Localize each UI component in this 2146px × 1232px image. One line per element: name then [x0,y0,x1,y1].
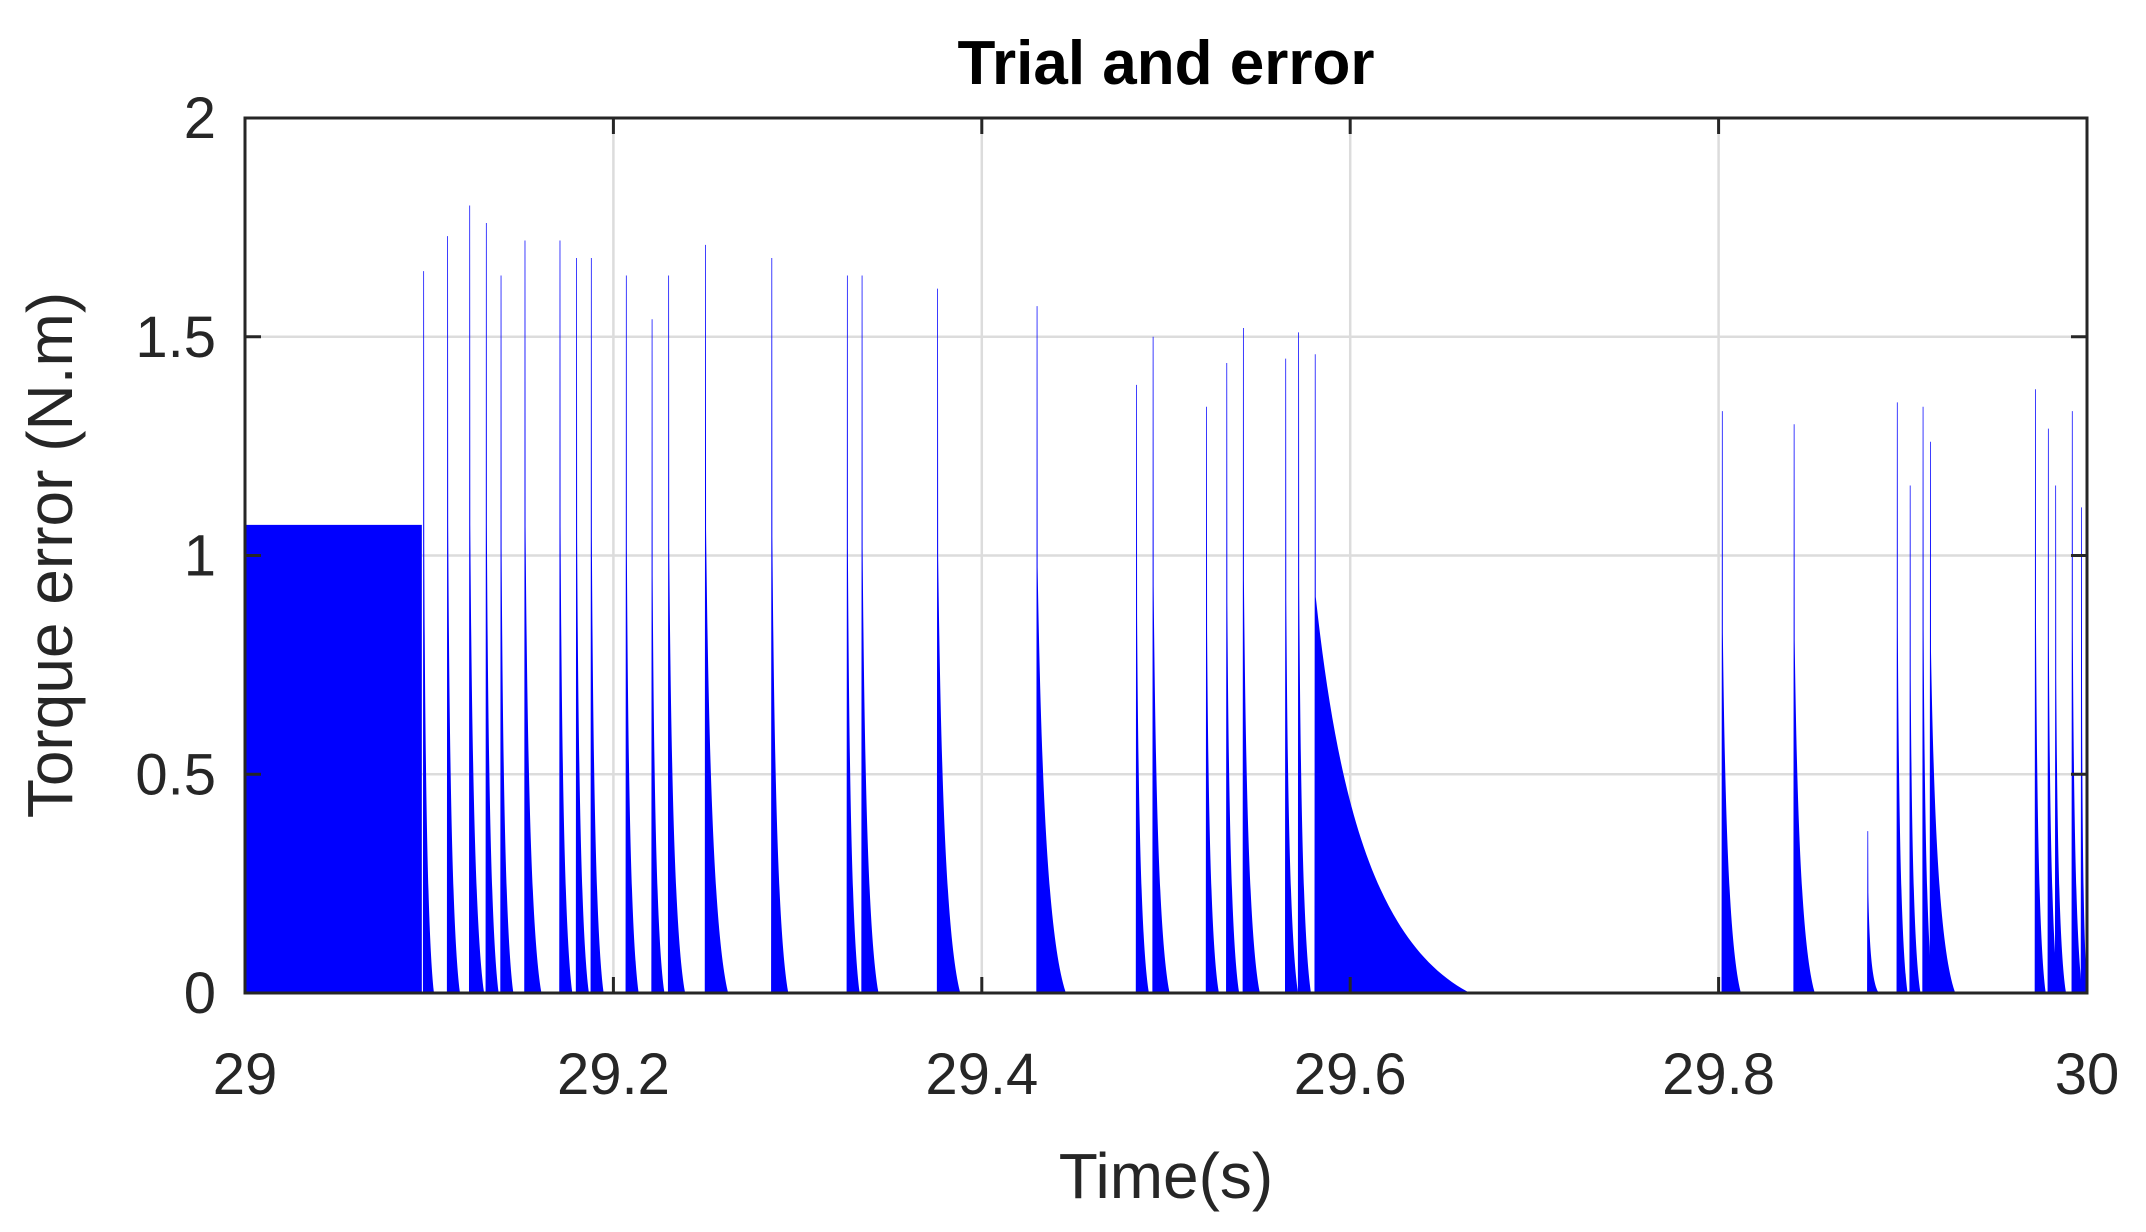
torque-error-spike [1036,306,1066,993]
y-tick-label: 1.5 [135,305,216,370]
x-tick-label: 29 [213,1042,278,1107]
torque-error-spike [1896,402,1908,993]
torque-error-spike [861,275,879,993]
torque-error-spike [1152,336,1170,993]
torque-error-spike [936,288,960,993]
torque-error-spike [704,244,728,993]
torque-error-spike [1793,424,1815,993]
torque-error-spike [1284,358,1298,993]
torque-error-spike [667,275,685,993]
torque-error-spike [1205,406,1219,993]
torque-error-spike [485,223,499,993]
x-tick-label: 30 [2055,1042,2120,1107]
torque-error-spike [1929,441,1955,993]
torque-error-spike [2034,389,2046,993]
torque-error-spike [590,258,604,993]
torque-error-spike [1721,411,1741,993]
torque-error-spike [651,319,665,993]
torque-error-spike [1242,328,1260,993]
torque-error-spike [771,258,789,993]
x-tick-label: 29.6 [1294,1042,1407,1107]
torque-error-spike [1909,485,1921,993]
torque-error-spike [2080,507,2087,993]
torque-error-spike [524,240,542,993]
torque-error-spike [446,236,460,993]
torque-error-spike [559,240,573,993]
grid-lines [245,118,2087,993]
torque-error-spike [846,275,860,993]
plot-area [245,205,2087,993]
y-tick-label: 0 [184,961,216,1026]
data-series [245,205,2087,993]
y-tick-labels: 0 0.5 1 1.5 2 [135,86,216,1026]
torque-error-spike [625,275,639,993]
chart-title: Trial and error [958,29,1375,98]
steady-error-block [245,524,422,993]
torque-error-spike [1867,831,1878,993]
torque-error-spike [500,275,514,993]
torque-error-spike [422,271,434,993]
axis-ticks [243,116,2089,995]
torque-error-spike [2071,411,2083,993]
x-tick-label: 29.2 [557,1042,670,1107]
torque-error-spike [468,205,484,993]
y-tick-label: 0.5 [135,742,216,807]
x-tick-label: 29.4 [925,1042,1038,1107]
x-axis-label: Time(s) [1059,1140,1273,1212]
torque-error-spike [2054,485,2066,993]
x-tick-label: 29.8 [1662,1042,1775,1107]
torque-error-spike [2047,428,2059,993]
torque-error-spike [1922,406,1934,993]
y-tick-label: 2 [184,86,216,151]
torque-error-spike [1135,384,1149,993]
torque-error-spike [1297,332,1311,993]
x-tick-labels: 29 29.2 29.4 29.6 29.8 30 [213,1042,2120,1107]
torque-error-spike [575,258,589,993]
y-tick-label: 1 [184,524,216,589]
y-axis-label: Torque error (N.m) [14,292,86,818]
torque-error-spike [1314,354,1468,993]
torque-error-spike [1226,363,1239,993]
